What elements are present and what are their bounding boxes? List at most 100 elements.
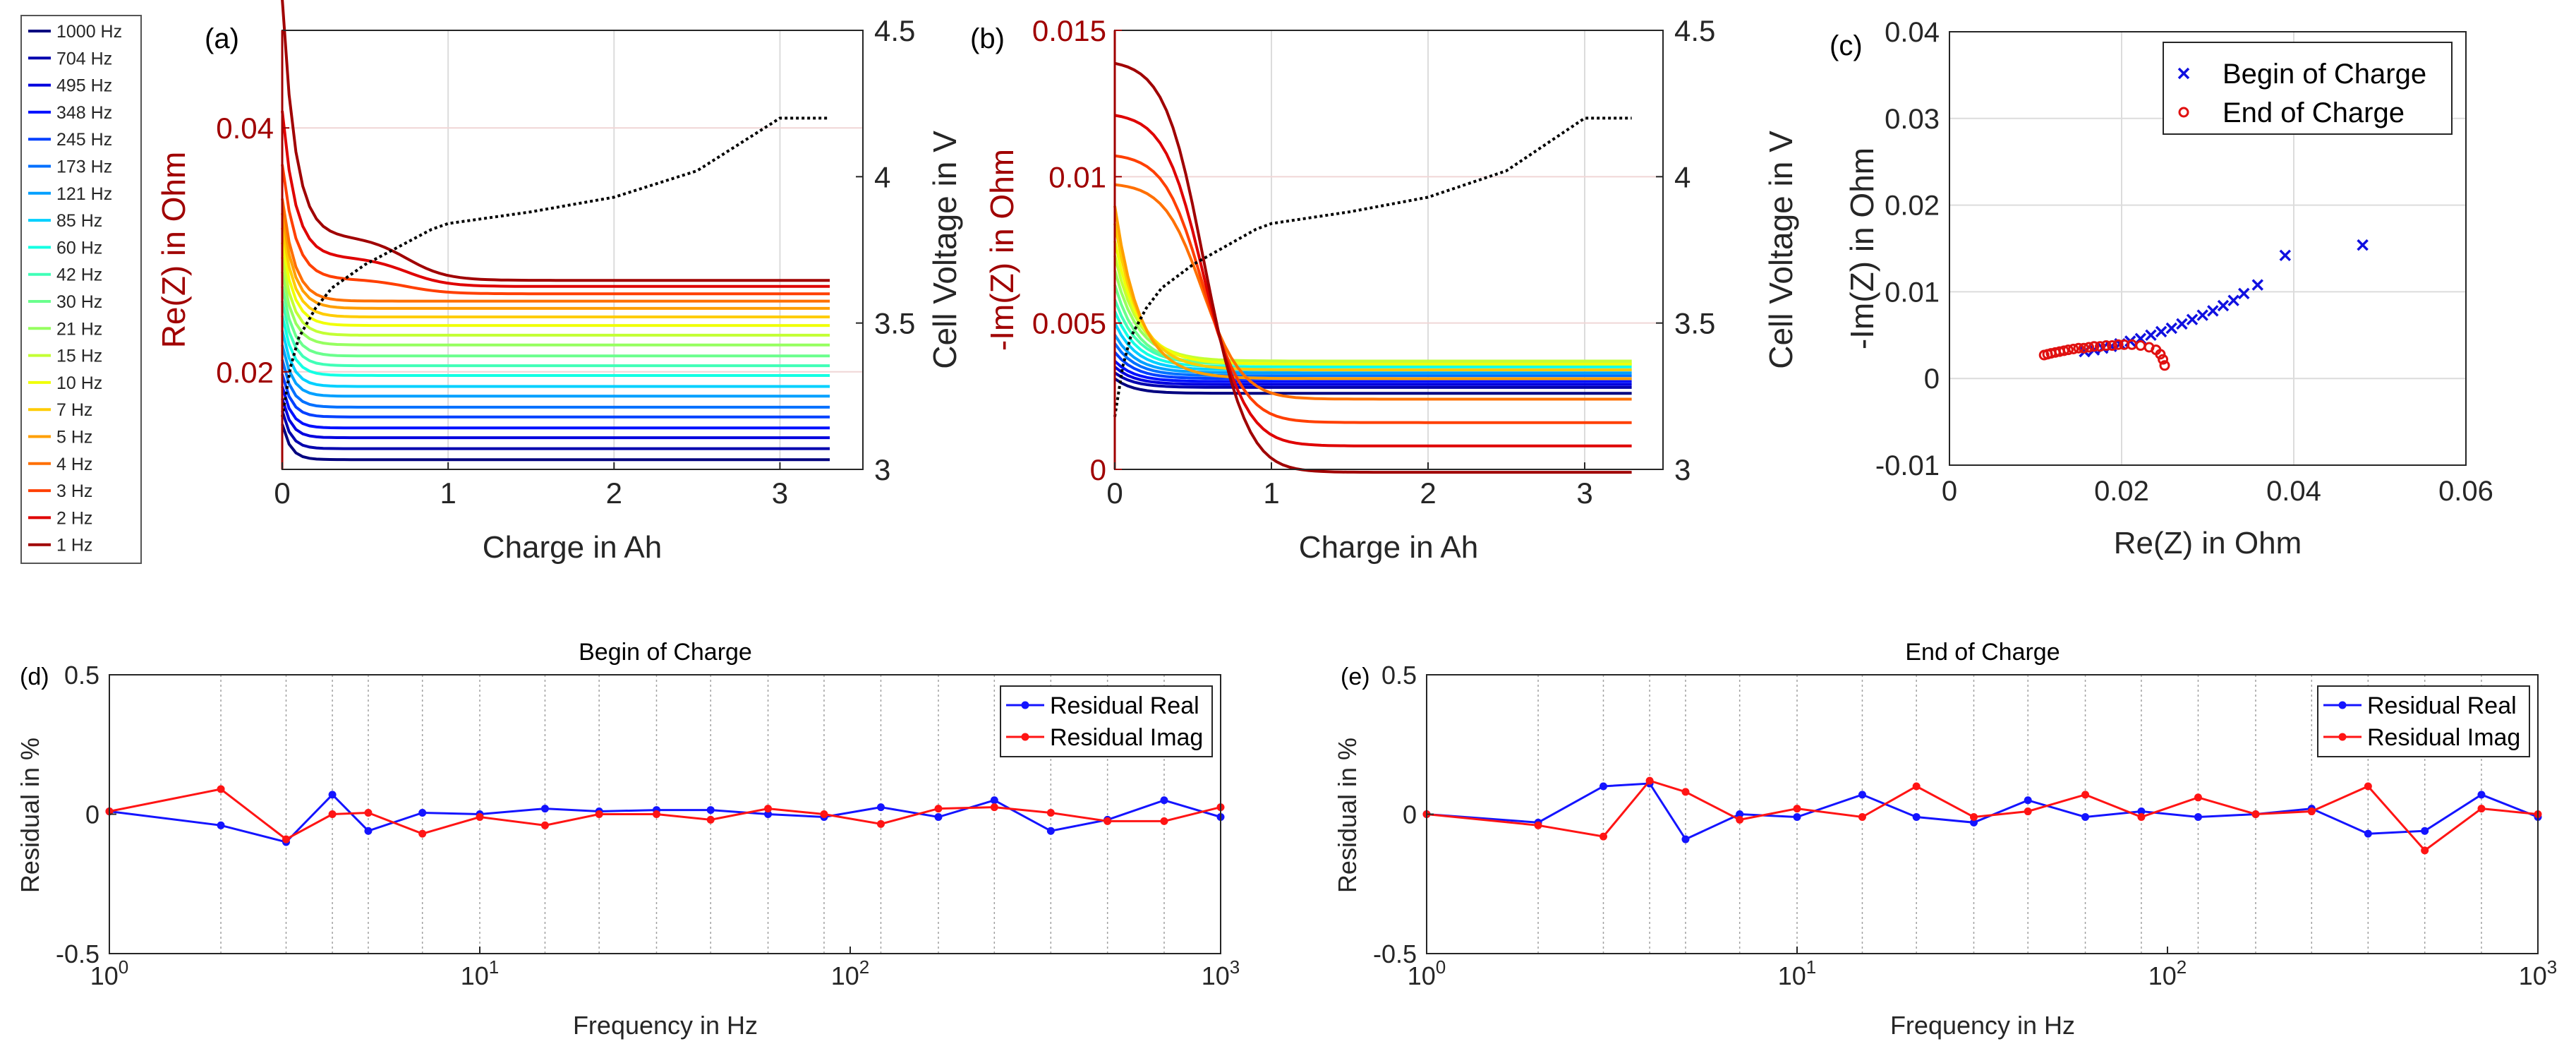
series-residual-imag	[1426, 779, 2539, 852]
series-residual-imag	[109, 788, 1221, 841]
series-point	[1858, 812, 1866, 821]
series-point	[328, 810, 337, 818]
x-tick-label: 2	[1420, 476, 1436, 510]
boc-point	[2155, 325, 2167, 338]
series-line-173-Hz	[1113, 342, 1632, 378]
series-point	[282, 835, 290, 843]
series-point	[418, 829, 427, 838]
series-point	[217, 821, 225, 829]
panel-d-title: Begin of Charge	[579, 639, 752, 666]
legend-label: 7 Hz	[56, 400, 92, 420]
frequency-legend: 1000 Hz 704 Hz 495 Hz 348 Hz 245 Hz 173 Hz 121…	[20, 15, 142, 564]
eoc-point	[2107, 340, 2118, 352]
legend-label: 3 Hz	[56, 481, 92, 501]
boc-point	[2196, 309, 2208, 321]
y-right-tick-label: 4.5	[874, 14, 915, 47]
legend-label: 30 Hz	[56, 292, 102, 312]
legend-boc-marker	[2177, 67, 2190, 80]
series-line-10-Hz	[281, 242, 830, 328]
panel-d: 100 101 102 103 -0.5 0 0.5 (d) Begin of Charge…	[16, 639, 1240, 1040]
series-point	[706, 815, 715, 824]
series-line-348-Hz	[1113, 360, 1632, 383]
series-line-3-Hz	[1114, 154, 1632, 424]
legend-marker	[1021, 701, 1029, 709]
panel-c-label: (c)	[1830, 30, 1863, 61]
series-point	[595, 810, 603, 818]
eoc-point	[2068, 343, 2079, 354]
series-point	[652, 810, 660, 818]
series-point	[1858, 791, 1866, 799]
series-line-1000-Hz	[1113, 377, 1632, 395]
eoc-point	[2155, 349, 2166, 360]
x-tick-label: 101	[461, 956, 500, 990]
y-tick-label: 0	[85, 800, 99, 829]
boc-point	[2165, 322, 2177, 335]
series-point	[820, 810, 828, 818]
legend-label: Residual Real	[2367, 692, 2517, 719]
legend-label: 10 Hz	[56, 373, 102, 393]
y-tick-label: 0.03	[1885, 104, 1940, 135]
series-point	[934, 805, 943, 813]
series-point	[876, 819, 885, 828]
boc-point	[2251, 279, 2263, 291]
legend-label: 85 Hz	[56, 211, 102, 231]
x-tick-label: 1	[440, 476, 456, 510]
legend-label: 121 Hz	[56, 184, 112, 204]
series-point	[328, 791, 337, 799]
series-point	[1912, 812, 1921, 821]
series-line-30-Hz	[281, 286, 830, 358]
series-point	[1681, 835, 1690, 843]
legend-label: 495 Hz	[56, 76, 112, 96]
series-residual-real	[1426, 782, 2539, 841]
series-line-1000-Hz	[281, 424, 830, 462]
series-line-1-Hz	[281, 0, 830, 282]
legend-label: 704 Hz	[56, 49, 112, 68]
panel-b-ylabel: -Im(Z) in Ohm	[984, 149, 1020, 351]
series-line-7-Hz	[1113, 223, 1632, 371]
series-point	[990, 803, 998, 812]
series-line-2-Hz	[1114, 114, 1632, 448]
x-tick-label: 103	[2519, 956, 2558, 990]
panel-e-ylabel: Residual in %	[1333, 738, 1362, 893]
series-point	[2137, 807, 2146, 816]
voltage-curve	[281, 116, 830, 417]
legend-label: 5 Hz	[56, 428, 92, 448]
series-line-5-Hz	[281, 212, 830, 310]
series-point	[1645, 776, 1654, 785]
series-point	[364, 809, 373, 817]
x-tick-label: 3	[1576, 476, 1592, 510]
y-tick-label: 0.005	[1032, 307, 1106, 340]
x-tick-label: 102	[831, 956, 870, 990]
series-point	[1160, 817, 1168, 825]
series-line-7-Hz	[281, 227, 830, 318]
eoc-point	[2159, 360, 2170, 371]
series-point	[1793, 805, 1801, 813]
series-point	[2421, 846, 2429, 855]
x-tick-label: 102	[2148, 956, 2187, 990]
series-point	[1736, 810, 1744, 818]
series-point	[476, 812, 484, 821]
panel-d-xlabel: Frequency in Hz	[573, 1011, 758, 1040]
panel-c-ylabel: -Im(Z) in Ohm	[1844, 148, 1880, 349]
series-line-5-Hz	[1113, 205, 1632, 380]
series-line-495-Hz	[281, 398, 830, 440]
series-point	[764, 810, 773, 818]
eoc-point	[2158, 354, 2169, 365]
panel-c-xlabel: Re(Z) in Ohm	[2114, 526, 2302, 560]
y-tick-label: 0	[1090, 453, 1106, 486]
series-point	[540, 805, 549, 813]
panel-d-legend-box	[1000, 685, 1213, 757]
series-line-704-Hz	[1113, 371, 1632, 389]
panel-a-ylabel-right: Cell Voltage in V	[926, 131, 963, 369]
series-line-21-Hz	[281, 271, 830, 347]
legend-eoc-marker	[2178, 107, 2189, 118]
series-point	[2081, 791, 2090, 799]
x-tick-label: 0	[1106, 476, 1123, 510]
boc-point	[2207, 305, 2219, 317]
series-point	[1160, 796, 1168, 805]
series-line-4-Hz	[281, 198, 830, 303]
legend-label: 21 Hz	[56, 319, 102, 339]
y-right-tick-label: 4	[1674, 160, 1691, 193]
eoc-point	[2073, 342, 2084, 354]
